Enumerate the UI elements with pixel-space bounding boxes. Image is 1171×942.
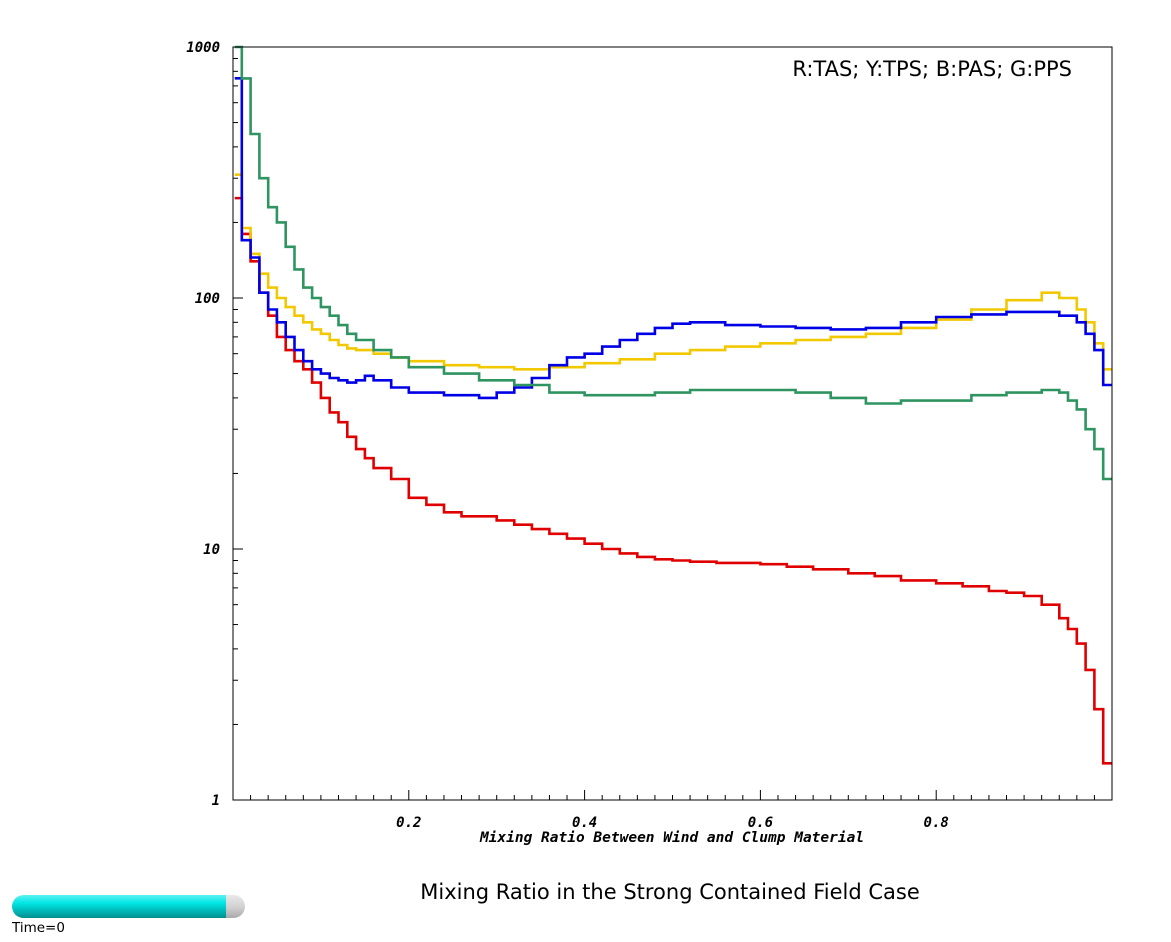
x-tick-label: 0.6 (748, 815, 773, 831)
plot-frame (232, 46, 1113, 801)
x-tick-label: 0.2 (396, 815, 421, 831)
series-line-pas (234, 77, 1112, 400)
legend-text: R:TAS; Y:TPS; B:PAS; G:PPS (792, 57, 1072, 81)
x-axis-label: Mixing Ratio Between Wind and Clump Mate… (479, 830, 864, 846)
y-tick-label: 100 (195, 291, 220, 307)
x-tick-label: 0.8 (924, 815, 949, 831)
series-line-pps (234, 45, 1112, 481)
x-tick-label: 0.4 (572, 815, 597, 831)
y-tick-label: 10 (203, 542, 220, 558)
series-layer (234, 45, 1112, 765)
y-tick-label: 1 (212, 793, 220, 809)
series-line-tps (234, 173, 1112, 371)
chart-title: Mixing Ratio in the Strong Contained Fie… (420, 880, 920, 904)
time-slider[interactable] (12, 895, 245, 918)
ticks-layer: 0.2 0.4 0.6 0.8 1 10 100 1000 (186, 40, 1095, 831)
time-slider-fill (12, 895, 227, 918)
chart: 0.2 0.4 0.6 0.8 1 10 100 1000 Mixing Ratio Betw… (186, 40, 1113, 846)
series-line-tas (234, 196, 1112, 765)
y-tick-label: 1000 (186, 40, 220, 56)
time-label: Time=0 (12, 920, 65, 936)
